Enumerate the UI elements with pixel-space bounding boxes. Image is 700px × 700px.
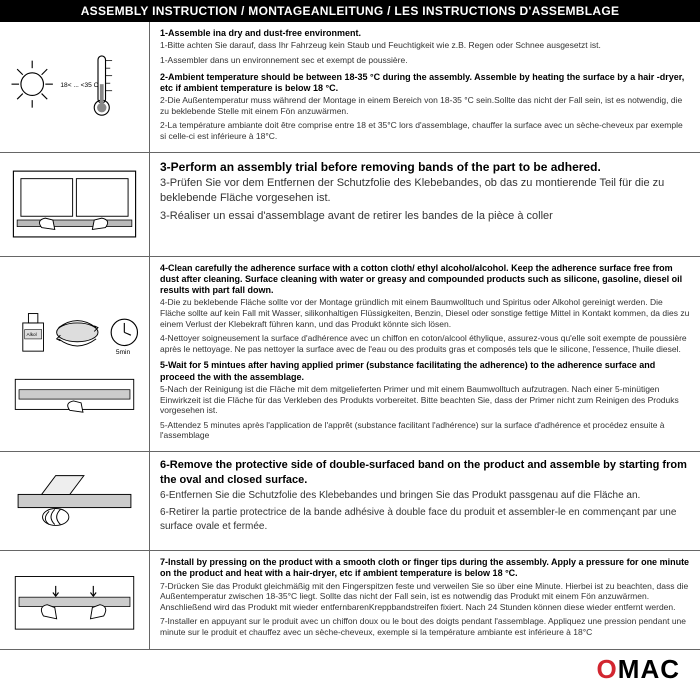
step4-de: 4-Die zu beklebende Fläche sollte vor de… [160,297,690,329]
step2-fr: 2-La température ambiante doit être comp… [160,120,690,141]
step-row-1: 18< ... <35 C 1-Assemble ina dry and dus… [0,22,700,153]
step-text-2: 3-Perform an assembly trial before remov… [150,153,700,256]
step-row-4: 6-Remove the protective side of double-s… [0,452,700,551]
logo-row: OMAC [0,650,700,691]
step4-fr: 4-Nettoyer soigneusement la surface d'ad… [160,333,690,354]
step-row-2: 3-Perform an assembly trial before remov… [0,153,700,257]
icon-clean-wait: Alkol 5min [0,257,150,452]
step7-fr: 7-Installer en appuyant sur le produit a… [160,616,690,637]
icon-peel-tape [0,452,150,550]
step5-fr: 5-Attendez 5 minutes après l'application… [160,420,690,441]
step2-title: 2-Ambient temperature should be between … [160,72,690,95]
step7-title: 7-Install by pressing on the product wit… [160,557,690,580]
svg-text:5min: 5min [116,349,131,356]
step7-de: 7-Drücken Sie das Produkt gleichmäßig mi… [160,581,690,613]
step6-de: 6-Entfernen Sie die Schutzfolie des Kleb… [160,489,690,503]
svg-text:Alkol: Alkol [27,332,37,337]
step1-de: 1-Bitte achten Sie darauf, dass Ihr Fahr… [160,40,690,51]
step6-fr: 6-Retirer la partie protectrice de la ba… [160,506,690,533]
step3-title: 3-Perform an assembly trial before remov… [160,159,690,175]
step-text-3: 4-Clean carefully the adherence surface … [150,257,700,452]
step-text-5: 7-Install by pressing on the product wit… [150,551,700,649]
step-text-4: 6-Remove the protective side of double-s… [150,452,700,550]
step-row-3: Alkol 5min 4-Clean carefully the adheren… [0,257,700,453]
step-text-1: 1-Assemble ina dry and dust-free environ… [150,22,700,152]
page-title: ASSEMBLY INSTRUCTION / MONTAGEANLEITUNG … [0,0,700,22]
step3-fr: 3-Réaliser un essai d'assemblage avant d… [160,209,690,224]
step5-title: 5-Wait for 5 mintues after having applie… [160,360,690,383]
step4-title: 4-Clean carefully the adherence surface … [160,263,690,297]
icon-press-install [0,551,150,649]
icon-sun-thermometer: 18< ... <35 C [0,22,150,152]
step5-de: 5-Nach der Reinigung ist die Fläche mit … [160,384,690,416]
logo-rest: MAC [618,654,680,685]
brand-logo: OMAC [597,654,680,685]
logo-o: O [597,654,618,685]
step6-title: 6-Remove the protective side of double-s… [160,458,690,488]
temp-label: 18< ... <35 C [60,82,98,89]
step-row-5: 7-Install by pressing on the product wit… [0,551,700,650]
step1-fr: 1-Assembler dans un environnement sec et… [160,55,690,66]
step1-title: 1-Assemble ina dry and dust-free environ… [160,28,690,39]
step3-de: 3-Prüfen Sie vor dem Entfernen der Schut… [160,176,690,206]
icon-trial-fit [0,153,150,256]
step2-de: 2-Die Außentemperatur muss während der M… [160,95,690,116]
